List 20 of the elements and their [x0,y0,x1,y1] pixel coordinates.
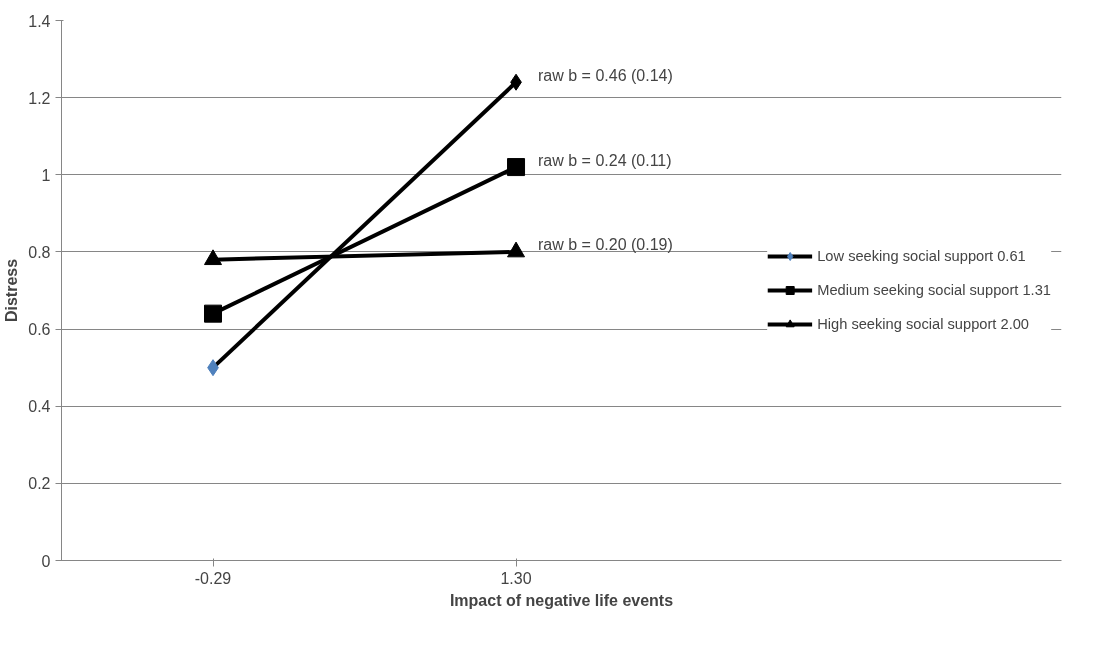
x-tick-label: -0.29 [194,569,232,587]
annotation: raw b = 0.20 (0.19) [538,236,673,254]
y-tick-label: 0.4 [28,398,51,416]
y-tick-label: 0.2 [28,475,51,493]
annotation: raw b = 0.46 (0.14) [538,66,673,84]
point [507,158,526,177]
y-tick-label: 1 [41,166,51,184]
point [204,304,223,323]
y-tick-label: 1.4 [28,12,51,30]
x-axis-title: Impact of negative life events [449,591,674,609]
y-axis-title: Distress [3,258,21,323]
y-tick-label: 1.2 [28,89,51,107]
legend-label: Medium seeking social support 1.31 [817,282,1051,298]
y-tick-label: 0 [41,552,51,570]
y-tick-label: 0.6 [28,321,51,339]
annotation: raw b = 0.24 (0.11) [538,151,672,169]
legend-label: High seeking social support 2.00 [817,316,1030,332]
x-tick-label: 1.30 [500,569,532,587]
y-tick-label: 0.8 [28,243,51,261]
legend-label: Low seeking social support 0.61 [817,248,1026,264]
